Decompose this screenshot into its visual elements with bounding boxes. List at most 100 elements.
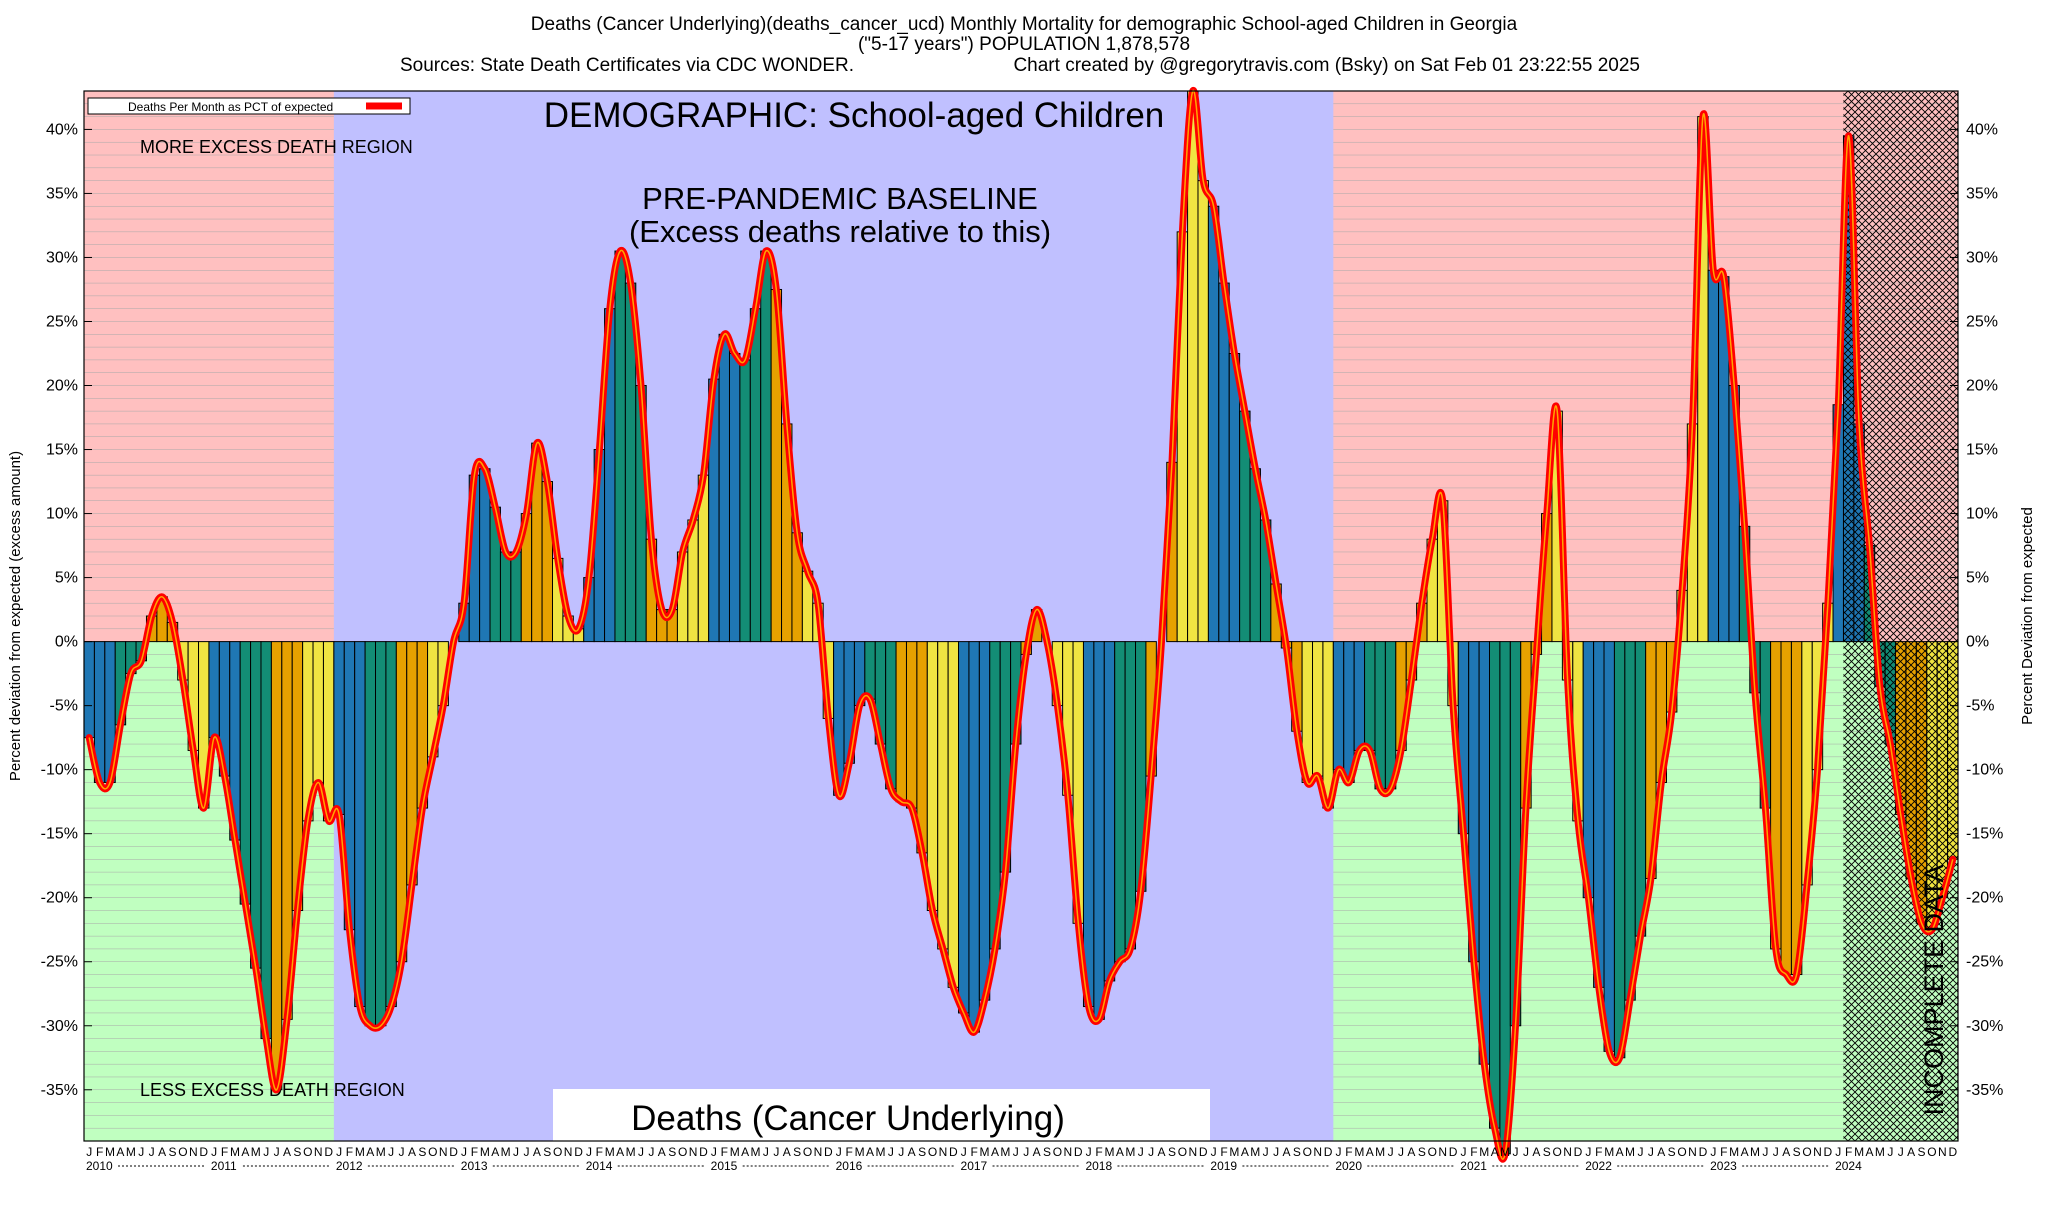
legend-box	[87, 97, 411, 115]
bar	[864, 641, 876, 700]
x-tick-label-year: 2012	[336, 1159, 363, 1173]
x-tick-label-year: 2010	[86, 1159, 113, 1173]
x-tick-label-month: A	[1491, 1145, 1499, 1159]
x-tick-label-month: A	[991, 1145, 999, 1159]
x-tick-label-month: A	[1158, 1145, 1166, 1159]
y-tick-label-right: 5%	[1966, 570, 1989, 587]
x-tick-label-month: A	[1116, 1145, 1124, 1159]
x-tick-label-month: F	[596, 1145, 603, 1159]
bar	[1499, 641, 1511, 1155]
x-tick-label-month: J	[461, 1145, 467, 1159]
bar	[375, 641, 387, 1027]
x-tick-label-month: M	[980, 1145, 990, 1159]
bar	[749, 308, 762, 643]
x-tick-label-month: J	[274, 1145, 280, 1159]
y-tick-label-left: 25%	[46, 313, 78, 330]
x-tick-label-month: J	[1263, 1145, 1269, 1159]
x-tick-label-month: A	[1616, 1145, 1624, 1159]
y-tick-label-left: 10%	[46, 506, 78, 523]
x-tick-label-month: A	[1741, 1145, 1749, 1159]
more-excess-annotation: MORE EXCESS DEATH REGION	[140, 137, 413, 157]
x-tick-label-month: S	[1543, 1145, 1551, 1159]
bar	[1207, 205, 1220, 643]
x-tick-label-month: J	[1648, 1145, 1654, 1159]
x-tick-label-month: A	[533, 1145, 541, 1159]
bar	[1197, 180, 1209, 643]
x-tick-label-month: F	[846, 1145, 853, 1159]
bar	[1603, 641, 1615, 1052]
x-tick-label-month: J	[763, 1145, 769, 1159]
x-tick-label-month: J	[1835, 1145, 1841, 1159]
x-tick-label-month: A	[366, 1145, 374, 1159]
legend: Deaths Per Month as PCT of expected	[87, 97, 411, 115]
x-tick-label-year: 2022	[1585, 1159, 1612, 1173]
x-tick-label-month: D	[699, 1145, 708, 1159]
x-tick-label-month: D	[1074, 1145, 1083, 1159]
y-tick-label-right: 35%	[1966, 185, 1998, 202]
x-tick-label-month: J	[1211, 1145, 1217, 1159]
x-tick-label-month: J	[211, 1145, 217, 1159]
x-tick-label-month: A	[283, 1145, 291, 1159]
bar	[385, 641, 397, 1008]
y-tick-label-right: 30%	[1966, 249, 1998, 266]
x-tick-label-month: J	[586, 1145, 592, 1159]
y-tick-label-right: 0%	[1966, 634, 1989, 651]
bar	[760, 250, 772, 643]
x-tick-label-month: D	[1574, 1145, 1583, 1159]
x-tick-label-month: S	[293, 1145, 301, 1159]
x-tick-label-month: O	[1053, 1145, 1062, 1159]
bar	[905, 641, 918, 809]
x-tick-label-year: 2018	[1085, 1159, 1112, 1173]
series-line-highlight	[88, 89, 1954, 1160]
x-tick-label-month: A	[491, 1145, 499, 1159]
x-tick-label-month: N	[814, 1145, 823, 1159]
y-axis-label-right: Percent Deviation from expected	[2019, 507, 2036, 725]
x-tick-label-month: S	[1293, 1145, 1301, 1159]
x-tick-label-year: 2020	[1335, 1159, 1362, 1173]
x-tick-label-month: O	[678, 1145, 687, 1159]
x-tick-label-month: D	[574, 1145, 583, 1159]
bar	[83, 641, 95, 739]
x-tick-label-month: S	[1168, 1145, 1176, 1159]
x-tick-label-month: N	[1313, 1145, 1322, 1159]
x-tick-label-month: O	[303, 1145, 312, 1159]
x-tick-label-month: A	[1282, 1145, 1290, 1159]
x-tick-label-month: J	[1585, 1145, 1591, 1159]
y-tick-label-left: 35%	[46, 185, 78, 202]
bar	[499, 551, 512, 643]
x-tick-label-month: M	[1125, 1145, 1135, 1159]
x-tick-label-month: J	[399, 1145, 405, 1159]
bar	[1124, 641, 1137, 950]
bar	[895, 641, 907, 803]
x-tick-label-month: M	[1750, 1145, 1760, 1159]
bar	[718, 333, 730, 643]
x-tick-label-month: A	[1366, 1145, 1374, 1159]
y-tick-label-left: -30%	[41, 1018, 78, 1035]
x-tick-label-month: S	[1418, 1145, 1426, 1159]
x-tick-label-month: J	[263, 1145, 269, 1159]
bar	[947, 641, 960, 988]
x-tick-label-month: J	[711, 1145, 717, 1159]
bar	[510, 551, 522, 643]
x-tick-label-month: J	[1523, 1145, 1529, 1159]
x-tick-label-month: D	[1824, 1145, 1833, 1159]
x-tick-label-month: J	[1460, 1145, 1466, 1159]
x-tick-label-month: A	[658, 1145, 666, 1159]
x-tick-label-month: N	[1813, 1145, 1822, 1159]
x-tick-label-month: J	[1023, 1145, 1029, 1159]
y-tick-label-left: 30%	[46, 249, 78, 266]
x-tick-label-month: F	[721, 1145, 728, 1159]
y-tick-label-right: -15%	[1966, 826, 2003, 843]
x-tick-label-month: D	[1324, 1145, 1333, 1159]
x-tick-label-month: F	[1595, 1145, 1602, 1159]
x-tick-label-month: M	[855, 1145, 865, 1159]
bar	[479, 468, 491, 643]
bar	[926, 641, 939, 912]
y-tick-label-right: -5%	[1966, 698, 1994, 715]
x-tick-label-month: D	[449, 1145, 458, 1159]
x-tick-label-month: F	[221, 1145, 228, 1159]
x-tick-label-month: N	[564, 1145, 573, 1159]
bar	[958, 641, 970, 1014]
x-tick-label-year: 2024	[1835, 1159, 1862, 1173]
